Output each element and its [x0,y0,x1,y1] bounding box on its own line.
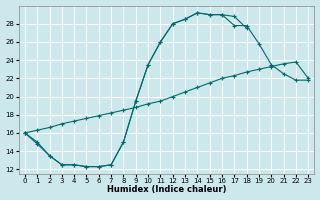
X-axis label: Humidex (Indice chaleur): Humidex (Indice chaleur) [107,185,226,194]
